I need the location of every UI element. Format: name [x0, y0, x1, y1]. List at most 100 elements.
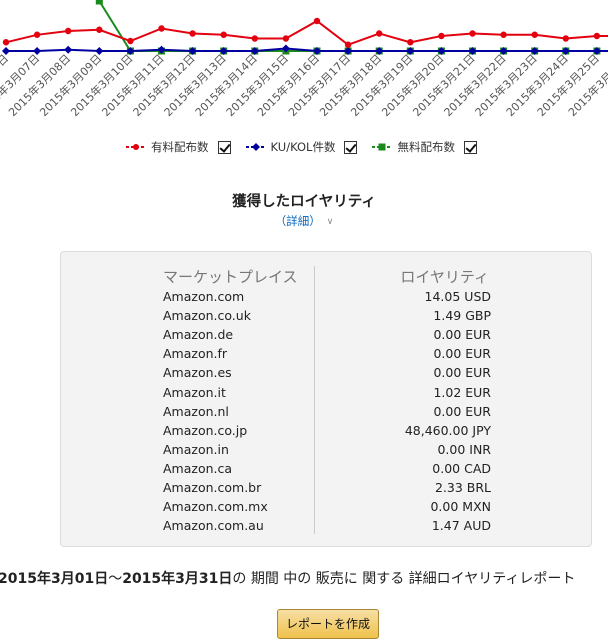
data-point [126, 47, 135, 55]
royalty-amount: 14.05 USD [424, 289, 491, 304]
data-point [220, 31, 227, 38]
royalty-amount: 0.00 EUR [433, 327, 491, 343]
royalty-amount: 2.33 BRL [434, 480, 491, 495]
legend-label-ku: KU/KOL件数 [270, 140, 336, 154]
data-point [313, 47, 321, 55]
table-row: Amazon.com.au 1.47 AUD [61, 518, 593, 537]
marketplace-name: Amazon.com.au [163, 518, 264, 534]
legend-item-paid[interactable]: 有料配布数 [125, 139, 237, 155]
table-row: Amazon.it 1.02 EUR [61, 385, 593, 404]
data-point [33, 47, 42, 55]
data-point [376, 30, 383, 37]
table-row: Amazon.de 0.00 EUR [61, 327, 593, 346]
column-divider [314, 266, 315, 534]
table-row: Amazon.nl 0.00 EUR [61, 404, 593, 423]
royalty-amount: 1.02 EUR [433, 384, 491, 400]
column-header-marketplace: マーケットプレイス [163, 268, 298, 286]
table-row: Amazon.es 0.00 EUR [61, 365, 593, 384]
data-point [189, 30, 196, 37]
table-row: Amazon.in 0.00 INR [61, 442, 593, 461]
sales-chart: 2015年3月06日 2015年3月07日 2015年3月08日 2015年3月09日… [0, 0, 608, 132]
square-marker-icon [371, 142, 393, 152]
sales-chart-svg: 2015年3月06日2015年3月07日2015年3月08日2015年3月09日… [0, 0, 608, 119]
data-point [469, 30, 476, 37]
marketplace-name: Amazon.com.mx [163, 499, 268, 515]
legend-item-ku[interactable]: KU/KOL件数 [245, 139, 364, 155]
data-point [592, 47, 601, 55]
data-point [531, 31, 538, 38]
marketplace-name: Amazon.nl [163, 403, 229, 419]
table-row: Amazon.ca 0.00 CAD [61, 461, 593, 480]
data-point [95, 47, 104, 55]
create-report-button[interactable]: レポートを作成 [277, 609, 379, 639]
data-point [127, 37, 134, 45]
table-row: Amazon.fr 0.00 EUR [61, 346, 593, 365]
legend-checkbox-paid[interactable] [217, 140, 231, 154]
table-row: Amazon.co.jp 48,460.00 JPY [61, 423, 593, 442]
marketplace-name: Amazon.co.uk [163, 308, 251, 324]
marketplace-name: Amazon.ca [163, 460, 233, 476]
royalty-amount: 0.00 EUR [433, 403, 491, 419]
chart-legend: 有料配布数 KU/KOL件数 無料配布数 [0, 138, 608, 156]
data-point [468, 47, 477, 55]
data-point [2, 39, 10, 46]
table-row: Amazon.com.mx 0.00 MXN [61, 499, 593, 518]
report-period-text: 2015年3月01日～2015年3月31日の 期間 中の 販売に 関する 詳細ロ… [0, 568, 608, 588]
royalty-amount: 0.00 MXN [430, 499, 491, 515]
circle-marker-icon [125, 142, 147, 152]
data-point [375, 47, 384, 55]
data-point [281, 44, 290, 53]
chevron-down-icon[interactable]: ∨ [326, 217, 334, 227]
data-point [406, 47, 415, 55]
report-start-date: 2015年3月01日 [0, 571, 109, 587]
table-row: Amazon.com 14.05 USD [61, 289, 593, 308]
data-point [2, 47, 10, 55]
marketplace-name: Amazon.co.jp [163, 422, 248, 438]
legend-item-free[interactable]: 無料配布数 [371, 139, 483, 155]
royalty-amount: 0.00 EUR [433, 365, 491, 381]
legend-checkbox-ku[interactable] [344, 140, 358, 154]
data-point [96, 26, 103, 33]
marketplace-name: Amazon.fr [163, 346, 228, 362]
data-point [157, 45, 166, 54]
diamond-marker-icon [245, 142, 267, 152]
marketplace-name: Amazon.com.br [163, 480, 262, 495]
data-point [530, 47, 539, 55]
legend-checkbox-free[interactable] [463, 140, 477, 154]
legend-label-free: 無料配布数 [397, 140, 455, 154]
royalty-table: マーケットプレイス ロイヤリティ Amazon.com 14.05 USD Amaz… [60, 251, 592, 547]
marketplace-name: Amazon.es [163, 365, 232, 381]
royalty-amount: 1.49 GBP [433, 308, 491, 324]
royalty-amount: 0.00 EUR [433, 346, 491, 362]
report-separator: ～ [108, 571, 123, 587]
data-point [65, 27, 72, 35]
royalty-detail-link[interactable]: （詳細） ∨ [0, 213, 608, 229]
data-point [64, 45, 73, 54]
data-point [250, 47, 259, 55]
report-end-date: 2015年3月31日 [122, 571, 233, 587]
royalty-amount: 1.47 AUD [431, 518, 491, 534]
legend-label-paid: 有料配布数 [151, 140, 209, 154]
marketplace-name: Amazon.it [163, 384, 226, 400]
royalty-title: 獲得したロイヤリティ [232, 194, 376, 210]
data-point [344, 41, 352, 48]
table-row: Amazon.co.uk 1.49 GBP [61, 308, 593, 327]
data-point [33, 31, 41, 38]
report-suffix: の 期間 中の 販売に 関する 詳細ロイヤリティレポート [232, 571, 576, 587]
data-point [344, 47, 353, 55]
royalty-detail-label[interactable]: （詳細） [274, 214, 321, 228]
data-point [562, 35, 569, 42]
series-line [5, 19, 608, 46]
data-point [188, 47, 197, 55]
data-point [499, 47, 508, 55]
royalty-amount: 0.00 INR [437, 441, 491, 457]
data-point [593, 32, 601, 40]
data-point [95, 0, 103, 5]
data-point [561, 47, 570, 55]
data-point [219, 47, 228, 55]
marketplace-name: Amazon.in [163, 441, 229, 457]
data-point [313, 17, 321, 25]
royalty-amount: 0.00 CAD [432, 460, 491, 476]
marketplace-name: Amazon.de [163, 327, 234, 343]
column-header-royalty: ロイヤリティ [400, 268, 489, 286]
